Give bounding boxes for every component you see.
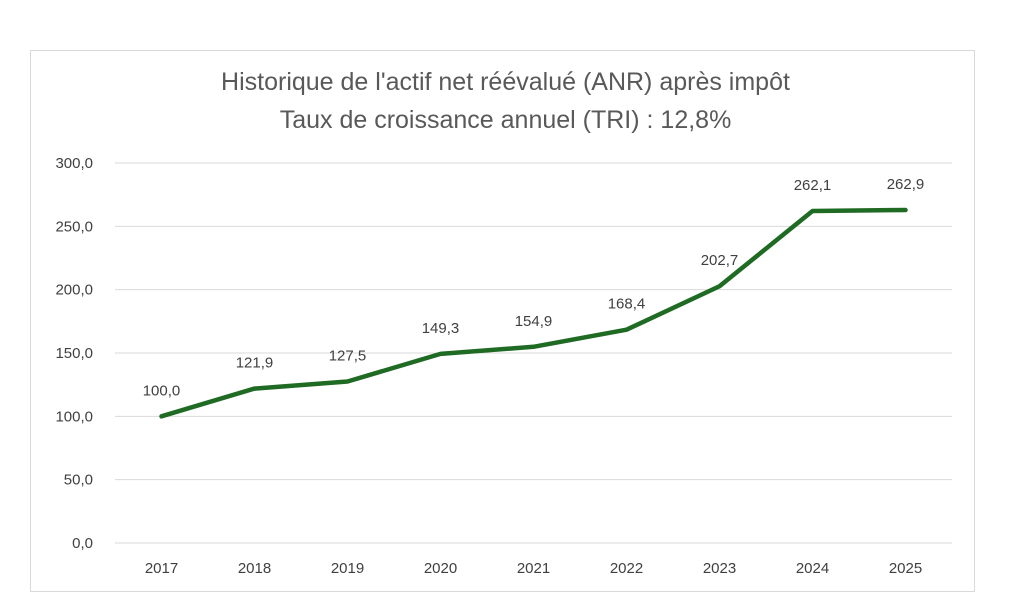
- y-tick-label: 50,0: [64, 472, 93, 489]
- data-label: 168,4: [608, 296, 646, 313]
- data-label: 127,5: [329, 348, 367, 365]
- x-tick-label: 2021: [517, 560, 550, 577]
- data-label: 262,9: [887, 176, 925, 193]
- data-label: 262,1: [794, 177, 832, 194]
- data-label: 121,9: [236, 355, 274, 372]
- y-tick-label: 200,0: [55, 282, 93, 299]
- data-label: 100,0: [143, 382, 181, 399]
- y-tick-label: 100,0: [55, 408, 93, 425]
- x-tick-label: 2023: [703, 560, 736, 577]
- x-tick-label: 2022: [610, 560, 643, 577]
- data-label: 149,3: [422, 320, 460, 337]
- data-label: 154,9: [515, 313, 553, 330]
- y-tick-label: 250,0: [55, 218, 93, 235]
- x-tick-label: 2018: [238, 560, 271, 577]
- y-tick-label: 0,0: [72, 535, 93, 552]
- x-tick-label: 2024: [796, 560, 829, 577]
- y-tick-label: 150,0: [55, 345, 93, 362]
- chart-frame: [30, 50, 975, 592]
- chart-title: Historique de l'actif net réévalué (ANR)…: [221, 68, 790, 96]
- x-tick-label: 2019: [331, 560, 364, 577]
- x-tick-label: 2020: [424, 560, 457, 577]
- y-tick-label: 300,0: [55, 155, 93, 172]
- data-label: 202,7: [701, 252, 739, 269]
- x-tick-label: 2017: [145, 560, 178, 577]
- chart-subtitle: Taux de croissance annuel (TRI) : 12,8%: [279, 106, 732, 134]
- x-tick-label: 2025: [889, 560, 922, 577]
